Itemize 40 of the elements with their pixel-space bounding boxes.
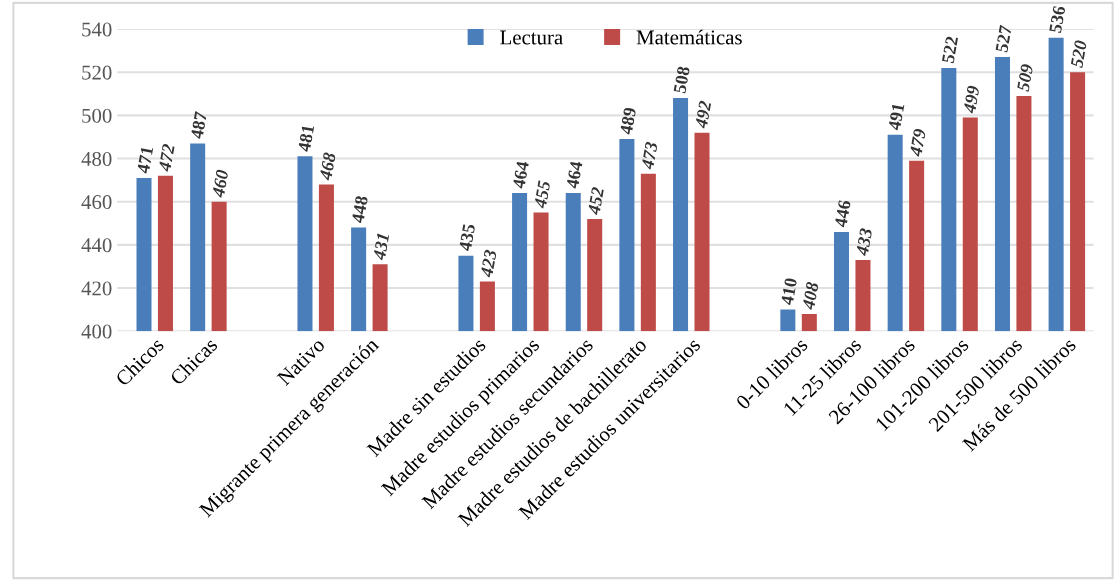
data-label: 499: [963, 85, 980, 114]
data-label: 460: [211, 169, 229, 199]
data-label: 481: [297, 124, 315, 153]
y-tick-label: 540: [82, 22, 112, 37]
data-label: 527: [995, 24, 1012, 53]
data-label: 522: [941, 36, 959, 64]
data-label: 473: [641, 141, 658, 171]
data-label: 472: [158, 143, 175, 173]
data-label: 487: [190, 111, 208, 140]
y-tick-label: 440: [81, 238, 112, 253]
y-tick-label: 460: [81, 195, 112, 210]
data-label: 464: [512, 160, 530, 189]
legend-label: Lectura: [500, 30, 563, 45]
data-label: 455: [533, 180, 551, 209]
data-label: 410: [780, 277, 798, 306]
data-label: 509: [1016, 63, 1034, 92]
data-label: 468: [319, 152, 336, 181]
data-label: 452: [587, 186, 605, 216]
data-label: 492: [694, 100, 712, 130]
data-label: 433: [855, 227, 873, 257]
data-label: 408: [802, 281, 819, 311]
y-tick-label: 520: [82, 65, 112, 80]
y-tick-label: 500: [82, 108, 112, 123]
data-label: 435: [458, 223, 476, 252]
data-label: 423: [480, 249, 497, 278]
data-label: 536: [1049, 5, 1066, 34]
data-label: 508: [673, 66, 690, 94]
data-label: 464: [566, 160, 583, 189]
legend-label: Matemáticas: [636, 29, 742, 45]
y-tick-label: 420: [81, 281, 112, 296]
data-label: 471: [136, 146, 154, 174]
data-label: 448: [351, 195, 368, 224]
y-tick-label: 480: [81, 151, 112, 166]
data-label: 489: [619, 107, 637, 135]
data-label: 431: [372, 233, 390, 261]
y-tick-label: 400: [81, 324, 112, 339]
data-label: 446: [834, 199, 851, 228]
data-label: 520: [1070, 39, 1088, 69]
data-label: 479: [909, 128, 927, 158]
data-label: 491: [888, 103, 905, 131]
